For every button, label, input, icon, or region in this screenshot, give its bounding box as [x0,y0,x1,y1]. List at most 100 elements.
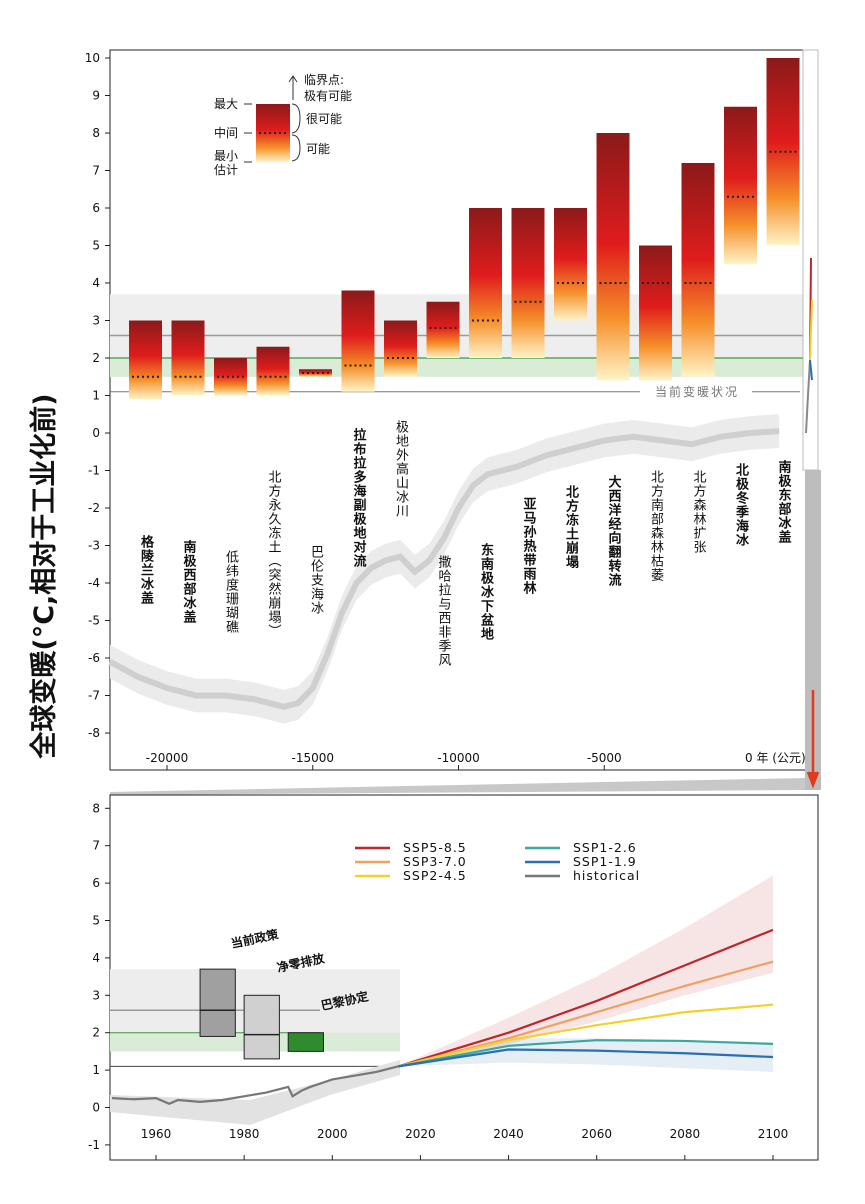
tipping-bar [724,106,757,265]
tipping-bar [639,245,672,381]
legend-label: SSP1-2.6 [573,840,637,855]
tipping-bar [681,163,715,377]
tipping-point-label: 北方南部森林枯萎 [648,470,664,582]
y-tick-label: 2 [92,351,100,365]
inset-historical [805,359,811,434]
inset-ssp245 [809,299,813,361]
x-tick-label: -15000 [291,751,334,765]
x-tick-label: -5000 [587,751,622,765]
tipping-point-label: 北方冻土崩塌 [563,485,579,569]
legend-label: SSP5-8.5 [403,840,467,855]
y-tick-label: 5 [92,914,100,928]
legend-very-likely: 很可能 [306,112,342,126]
legend-label: historical [573,868,640,883]
y-tick-label: 7 [92,164,100,178]
tipping-bar [214,358,247,396]
tipping-bar [171,320,205,396]
legend-tipping: 临界点: [304,73,344,87]
tipping-point-label: 南极东部冰盖 [776,459,792,544]
legend-label: SSP2-4.5 [403,868,467,883]
historical-band [110,1060,400,1125]
y-tick-label: 1 [92,389,100,403]
y-tick-label: -1 [88,1138,100,1152]
y-tick-label: 7 [92,839,100,853]
tipping-point-label: 北极冬季海冰 [733,463,750,547]
tipping-bar [129,320,162,400]
y-tick-label: 8 [92,801,100,815]
tipping-point-label: 格陵兰冰盖 [138,534,154,605]
arrow-up-icon [288,75,298,100]
tipping-bar [341,290,375,392]
legend-ticks [244,103,252,163]
scenario-box [199,968,236,1037]
tipping-point-label: 北方永久冻土（突然崩塌） [266,470,282,638]
legend-min-2: 估计 [214,163,238,177]
legend-min: 最小 [214,149,238,163]
scenario-box [243,994,280,1060]
zoom-trapezoid [110,778,805,795]
legend-likely: 可能 [306,142,330,156]
tipping-point-label: 极地外高山冰川 [393,420,409,518]
legend-tipping-2: 极有可能 [304,89,352,103]
tipping-point-label: 东南极冰下盆地 [478,542,495,641]
y-tick-label: 4 [92,951,100,965]
paleo-temperature-line [108,428,780,710]
tipping-point-label: 北方森林扩张 [691,470,707,554]
x-tick-label: 2000 [317,1127,348,1141]
y-tick-label: -7 [88,689,100,703]
tipping-point-label: 低纬度珊瑚礁 [223,550,239,634]
tipping-bar [469,208,502,358]
uncertainty-band-ssp5-8.5 [398,875,773,1067]
y-tick-label: 8 [92,126,100,140]
x-tick-label: 2060 [581,1127,612,1141]
legend-brackets [291,103,301,162]
zoom-connector [805,470,821,790]
y-tick-label: 10 [85,51,100,65]
tipping-bar [766,58,800,246]
x-tick-label: 1960 [141,1127,172,1141]
y-tick-label: 1 [92,1063,100,1077]
y-tick-label: -2 [88,501,100,515]
y-tick-label: 4 [92,276,100,290]
legend-max: 最大 [214,97,238,111]
tipping-bar [384,320,417,377]
y-tick-label: -5 [88,614,100,628]
y-tick-label: 6 [92,876,100,890]
series-line-ssp1-1.9 [398,1048,774,1068]
series-line-ssp5-8.5 [398,928,774,1068]
x-tick-label: 2080 [670,1127,701,1141]
tipping-bar [596,133,630,381]
series-line-historical [111,1065,399,1105]
tipping-point-label: 撒哈拉与西非季风 [436,554,452,667]
inset-ssp119 [809,359,813,381]
y-tick-label: -8 [88,726,100,740]
tipping-legend: 最大 中间 最小 估计 临界点: 极有可能 很可能 可能 [214,73,352,177]
y-tick-label: 6 [92,201,100,215]
tipping-point-label: 拉布拉多海副极地对流 [351,427,367,568]
y-tick-label: 5 [92,239,100,253]
legend-label: SSP1-1.9 [573,854,637,869]
zoom-arrow-icon [806,690,820,789]
y-tick-label: 0 [92,1101,100,1115]
scenario-box-label: 当前政策 [230,926,281,951]
x-tick-label-year0: 0 年 (公元) [745,751,806,765]
tipping-bar [256,346,290,396]
y-tick-label: -1 [88,464,100,478]
uncertainty-band-ssp1-1.9 [398,1038,773,1072]
y-tick-label: 9 [92,89,100,103]
y-axis-title: 全球变暖(°C,相对于工业化前) [29,393,60,759]
y-tick-label: 3 [92,988,100,1002]
x-tick-label: 2020 [405,1127,436,1141]
x-tick-label: 1980 [229,1127,260,1141]
x-tick-label: 2100 [758,1127,789,1141]
x-tick-label: -10000 [437,751,480,765]
current-warming-label: 当前变暖状况 [655,384,739,399]
y-tick-label: -4 [88,576,100,590]
y-tick-label: 3 [92,314,100,328]
y-tick-label: -3 [88,539,100,553]
tipping-point-label: 大西洋经向翻转流 [606,474,622,587]
series-line-ssp2-4.5 [398,1003,774,1068]
x-tick-label: 2040 [493,1127,524,1141]
series-line-ssp3-7.0 [398,960,774,1068]
